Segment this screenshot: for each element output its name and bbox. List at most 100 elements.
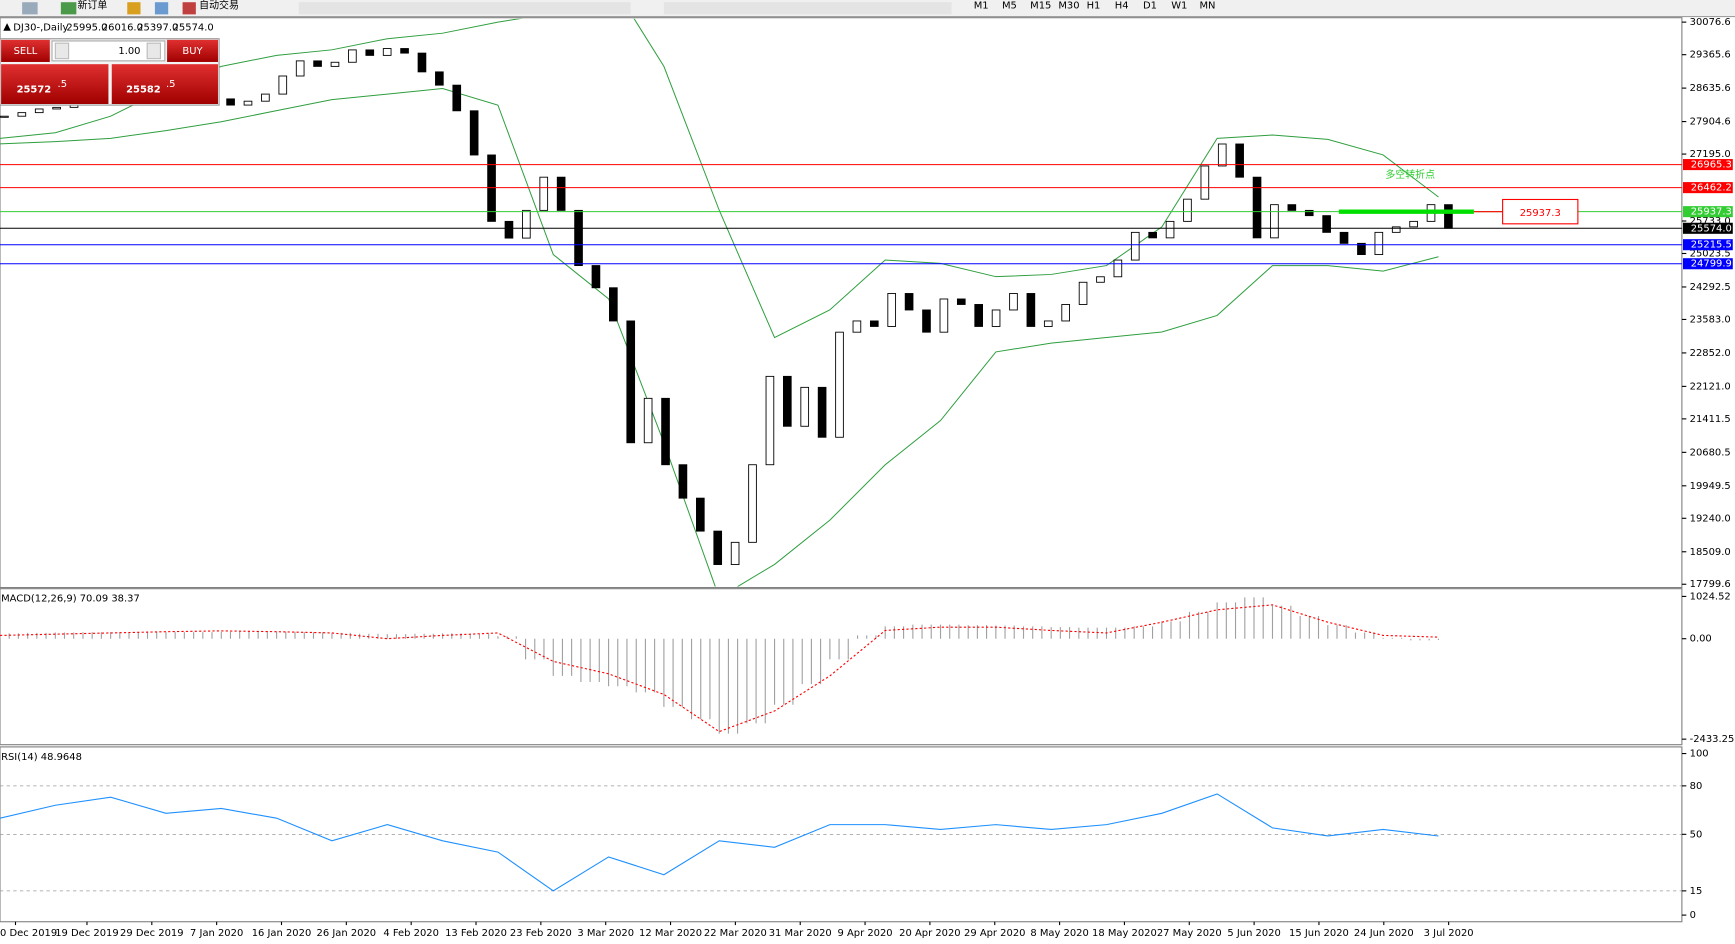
buy-button[interactable] [167, 39, 218, 62]
candle [904, 293, 914, 311]
sell-button[interactable] [1, 39, 50, 62]
candle [348, 49, 357, 63]
toolbar-tools[interactable] [298, 2, 631, 15]
y-tick-label: 17799.6 [1690, 579, 1731, 590]
x-tick-label: 22 Mar 2020 [704, 928, 767, 939]
candle [539, 176, 549, 211]
x-tick-label: 29 Dec 2019 [120, 928, 183, 939]
rsi-line [0, 793, 1439, 892]
candle [1043, 320, 1053, 327]
y-tick-label: 22121.0 [1690, 381, 1731, 392]
toolbar-icon[interactable] [154, 2, 169, 15]
candle [1287, 204, 1297, 211]
candle [852, 320, 862, 333]
y-tick-label: 23583.0 [1690, 314, 1731, 325]
y-tick-label: 22852.0 [1690, 348, 1731, 359]
timeframe-button[interactable]: M30 [1058, 1, 1079, 12]
x-tick-label: 8 May 2020 [1030, 928, 1088, 939]
candle [835, 331, 844, 438]
y-tick-label: 19240.0 [1690, 513, 1731, 524]
x-tick-label: 27 May 2020 [1157, 928, 1222, 939]
candle [1130, 231, 1140, 261]
new-order-button[interactable]: 新订单 [77, 0, 107, 12]
ohlc-value: 25995.0 [66, 23, 107, 34]
candle [887, 293, 897, 327]
price-level-label: 25574.0 [1691, 223, 1732, 234]
ohlc-value: 26016.0 [102, 23, 143, 34]
candle [313, 60, 322, 67]
lot-down[interactable] [54, 42, 70, 60]
timeframe-button[interactable]: W1 [1171, 1, 1187, 12]
y-tick-label: 0 [1690, 910, 1696, 921]
toolbar-icon[interactable] [22, 2, 38, 15]
timeframe-button[interactable]: M15 [1030, 1, 1051, 12]
timeframe-button[interactable]: M5 [1002, 1, 1017, 12]
buy-label: BUY [182, 46, 203, 57]
auto-trading-icon[interactable] [182, 2, 196, 15]
candle [400, 48, 409, 54]
candle [974, 304, 983, 327]
candle [1409, 220, 1418, 228]
new-order-icon[interactable] [60, 2, 77, 15]
candle [626, 320, 636, 444]
y-tick-label: 1024.52 [1690, 591, 1731, 602]
y-tick-label: 21411.5 [1690, 414, 1731, 425]
candle [504, 220, 514, 239]
y-tick-label: 50 [1690, 829, 1703, 840]
sell-price-box[interactable] [1, 64, 109, 105]
candle [678, 464, 688, 499]
x-tick-label: 3 Jul 2020 [1424, 928, 1474, 939]
candle [1061, 304, 1070, 322]
lot-up[interactable] [146, 42, 161, 60]
candle [1009, 293, 1018, 311]
candle [956, 298, 966, 305]
timeframe-button[interactable]: M1 [974, 1, 989, 12]
toolbar-tools[interactable] [663, 2, 952, 15]
timeframe-button[interactable]: MN [1199, 1, 1215, 12]
x-tick-label: 29 Apr 2020 [964, 928, 1025, 939]
buy-price-main: 25582 [126, 85, 161, 96]
price-panel [0, 17, 1683, 589]
y-tick-label: 15 [1690, 886, 1703, 897]
toolbar-icon[interactable] [127, 2, 141, 15]
auto-trading-button[interactable]: 自动交易 [199, 0, 239, 12]
marker-box [1502, 198, 1579, 225]
candle [1270, 204, 1279, 239]
candle [817, 386, 827, 438]
timeframe-button[interactable]: D1 [1143, 1, 1157, 12]
buy-price-box[interactable] [111, 64, 218, 105]
y-tick-label: 25733.0 [1690, 216, 1731, 227]
candle [1252, 176, 1262, 239]
macd-plot [0, 597, 1440, 734]
candle [1235, 143, 1244, 178]
x-tick-label: 13 Feb 2020 [445, 928, 507, 939]
turning-point-text: 多空转折点 [1385, 168, 1435, 181]
price-level-label: 25937.3 [1691, 207, 1732, 218]
macd-title: MACD(12,26,9) 70.09 38.37 [1, 594, 140, 605]
x-tick-label: 3 Mar 2020 [577, 928, 634, 939]
y-tick-label: 0.00 [1690, 634, 1712, 645]
candle [34, 108, 44, 114]
y-tick-label: 27195.0 [1690, 149, 1731, 160]
candle [1357, 242, 1366, 256]
candle [330, 61, 340, 67]
lot-value: 1.00 [118, 46, 140, 57]
timeframe-button[interactable]: H4 [1115, 1, 1129, 12]
candle [295, 60, 305, 77]
candle [591, 265, 601, 289]
candle [643, 397, 653, 444]
candle [487, 154, 496, 222]
price-level-label: 26965.3 [1691, 160, 1732, 171]
candle [1096, 276, 1105, 283]
price-level-tag [1682, 258, 1733, 270]
candle [713, 530, 723, 565]
timeframe-button[interactable]: H1 [1087, 1, 1101, 12]
x-tick-label: 9 Apr 2020 [838, 928, 893, 939]
y-tick-label: -2433.25 [1690, 734, 1735, 745]
candle [52, 106, 61, 110]
y-tick-label: 24292.5 [1690, 282, 1731, 293]
lot-input[interactable] [51, 40, 166, 62]
bollinger-lower [0, 88, 1439, 587]
sell-label: SELL [14, 46, 38, 57]
candle [382, 48, 392, 56]
